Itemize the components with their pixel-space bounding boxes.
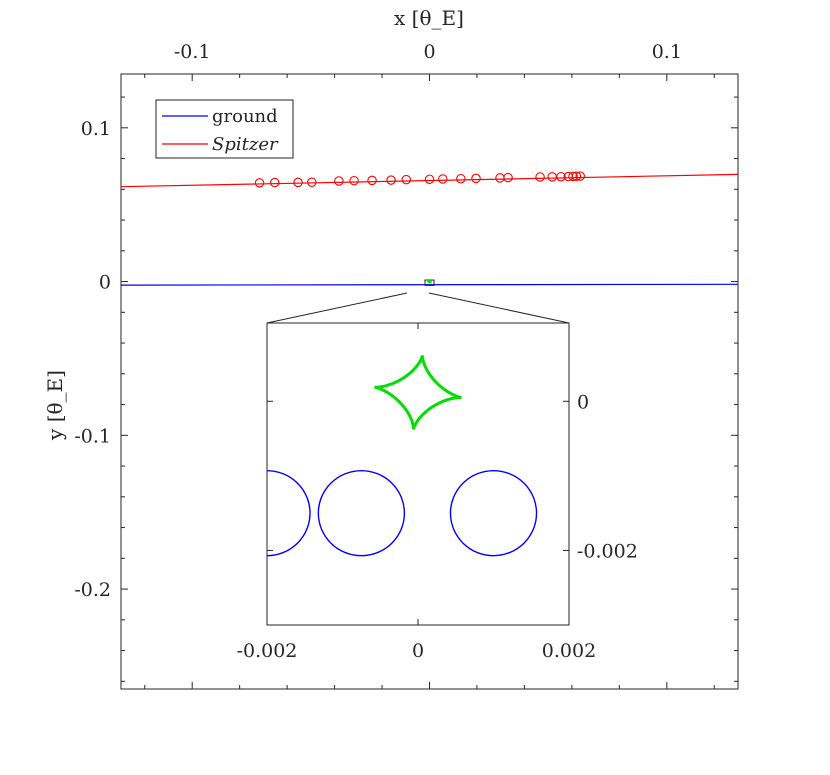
- y-tick-label: -0.1: [74, 425, 111, 447]
- inset-plot-area: [267, 355, 538, 557]
- main-ticks: -0.1 0 0.1 0.1 0 -0.1 -0.2: [74, 41, 738, 689]
- zoom-connectors: [266, 292, 570, 324]
- inset-y-tick-label: 0: [577, 391, 589, 413]
- zoom-connector-left: [266, 292, 408, 324]
- inset-ticks: -0.002 0 0.002 0 -0.002: [237, 323, 638, 662]
- spitzer-data-marker: [556, 171, 566, 182]
- caustic-curve: [374, 355, 462, 430]
- source-circle: [449, 469, 538, 557]
- x-tick-label: 0: [423, 41, 435, 63]
- spitzer-data-marker: [349, 175, 359, 186]
- y-tick-label: 0: [99, 272, 111, 294]
- x-axis-title: x [θ_E]: [394, 6, 464, 30]
- spitzer-data-marker: [270, 177, 280, 188]
- spitzer-data-marker: [254, 178, 265, 188]
- spitzer-data-marker: [293, 177, 303, 188]
- inset-x-tick-label: -0.002: [237, 640, 298, 662]
- inset-background: [267, 323, 569, 625]
- legend-label-spitzer: Spitzer: [212, 134, 279, 155]
- spitzer-data-marker: [503, 172, 513, 183]
- spitzer-data-marker: [334, 176, 344, 186]
- spitzer-data-marker: [568, 171, 578, 182]
- zoom-connector-right: [428, 292, 570, 324]
- y-axis-title: y [θ_E]: [43, 370, 67, 441]
- legend: ground Spitzer: [155, 99, 294, 159]
- caustic-marker: [427, 279, 432, 284]
- spitzer-data-marker: [471, 173, 481, 184]
- legend-label-ground: ground: [212, 106, 278, 127]
- inset-y-tick-label: -0.002: [577, 540, 638, 562]
- source-circle: [267, 469, 311, 557]
- source-circle: [317, 469, 406, 557]
- inset-x-tick-label: 0.002: [542, 640, 596, 662]
- y-tick-label: -0.2: [74, 579, 111, 601]
- main-axes: -0.1 0 0.1 0.1 0 -0.1 -0.2: [74, 41, 739, 690]
- spitzer-data-marker: [535, 172, 545, 182]
- spitzer-data-marker: [401, 174, 411, 185]
- x-tick-label: 0.1: [652, 41, 682, 63]
- spitzer-data-marker: [386, 175, 396, 185]
- legend-box: [155, 99, 294, 159]
- spitzer-data-marker: [424, 174, 435, 185]
- spitzer-data-marker: [575, 171, 585, 181]
- spitzer-data-marker: [367, 175, 377, 186]
- spitzer-data-marker: [547, 172, 557, 182]
- inset-axes: -0.002 0 0.002 0 -0.002: [237, 322, 638, 662]
- spitzer-data-marker: [495, 173, 505, 183]
- spitzer-data-marker: [456, 173, 466, 184]
- spitzer-data-marker: [571, 171, 582, 181]
- main-plot-area: [121, 171, 738, 286]
- ground-trajectory-line: [121, 283, 738, 286]
- inset-x-tick-label: 0: [412, 640, 424, 662]
- x-tick-label: -0.1: [174, 41, 211, 63]
- y-tick-label: 0.1: [81, 118, 111, 140]
- spitzer-data-marker: [438, 174, 448, 184]
- spitzer-data-marker: [307, 177, 317, 187]
- spitzer-trajectory-line: [121, 173, 738, 188]
